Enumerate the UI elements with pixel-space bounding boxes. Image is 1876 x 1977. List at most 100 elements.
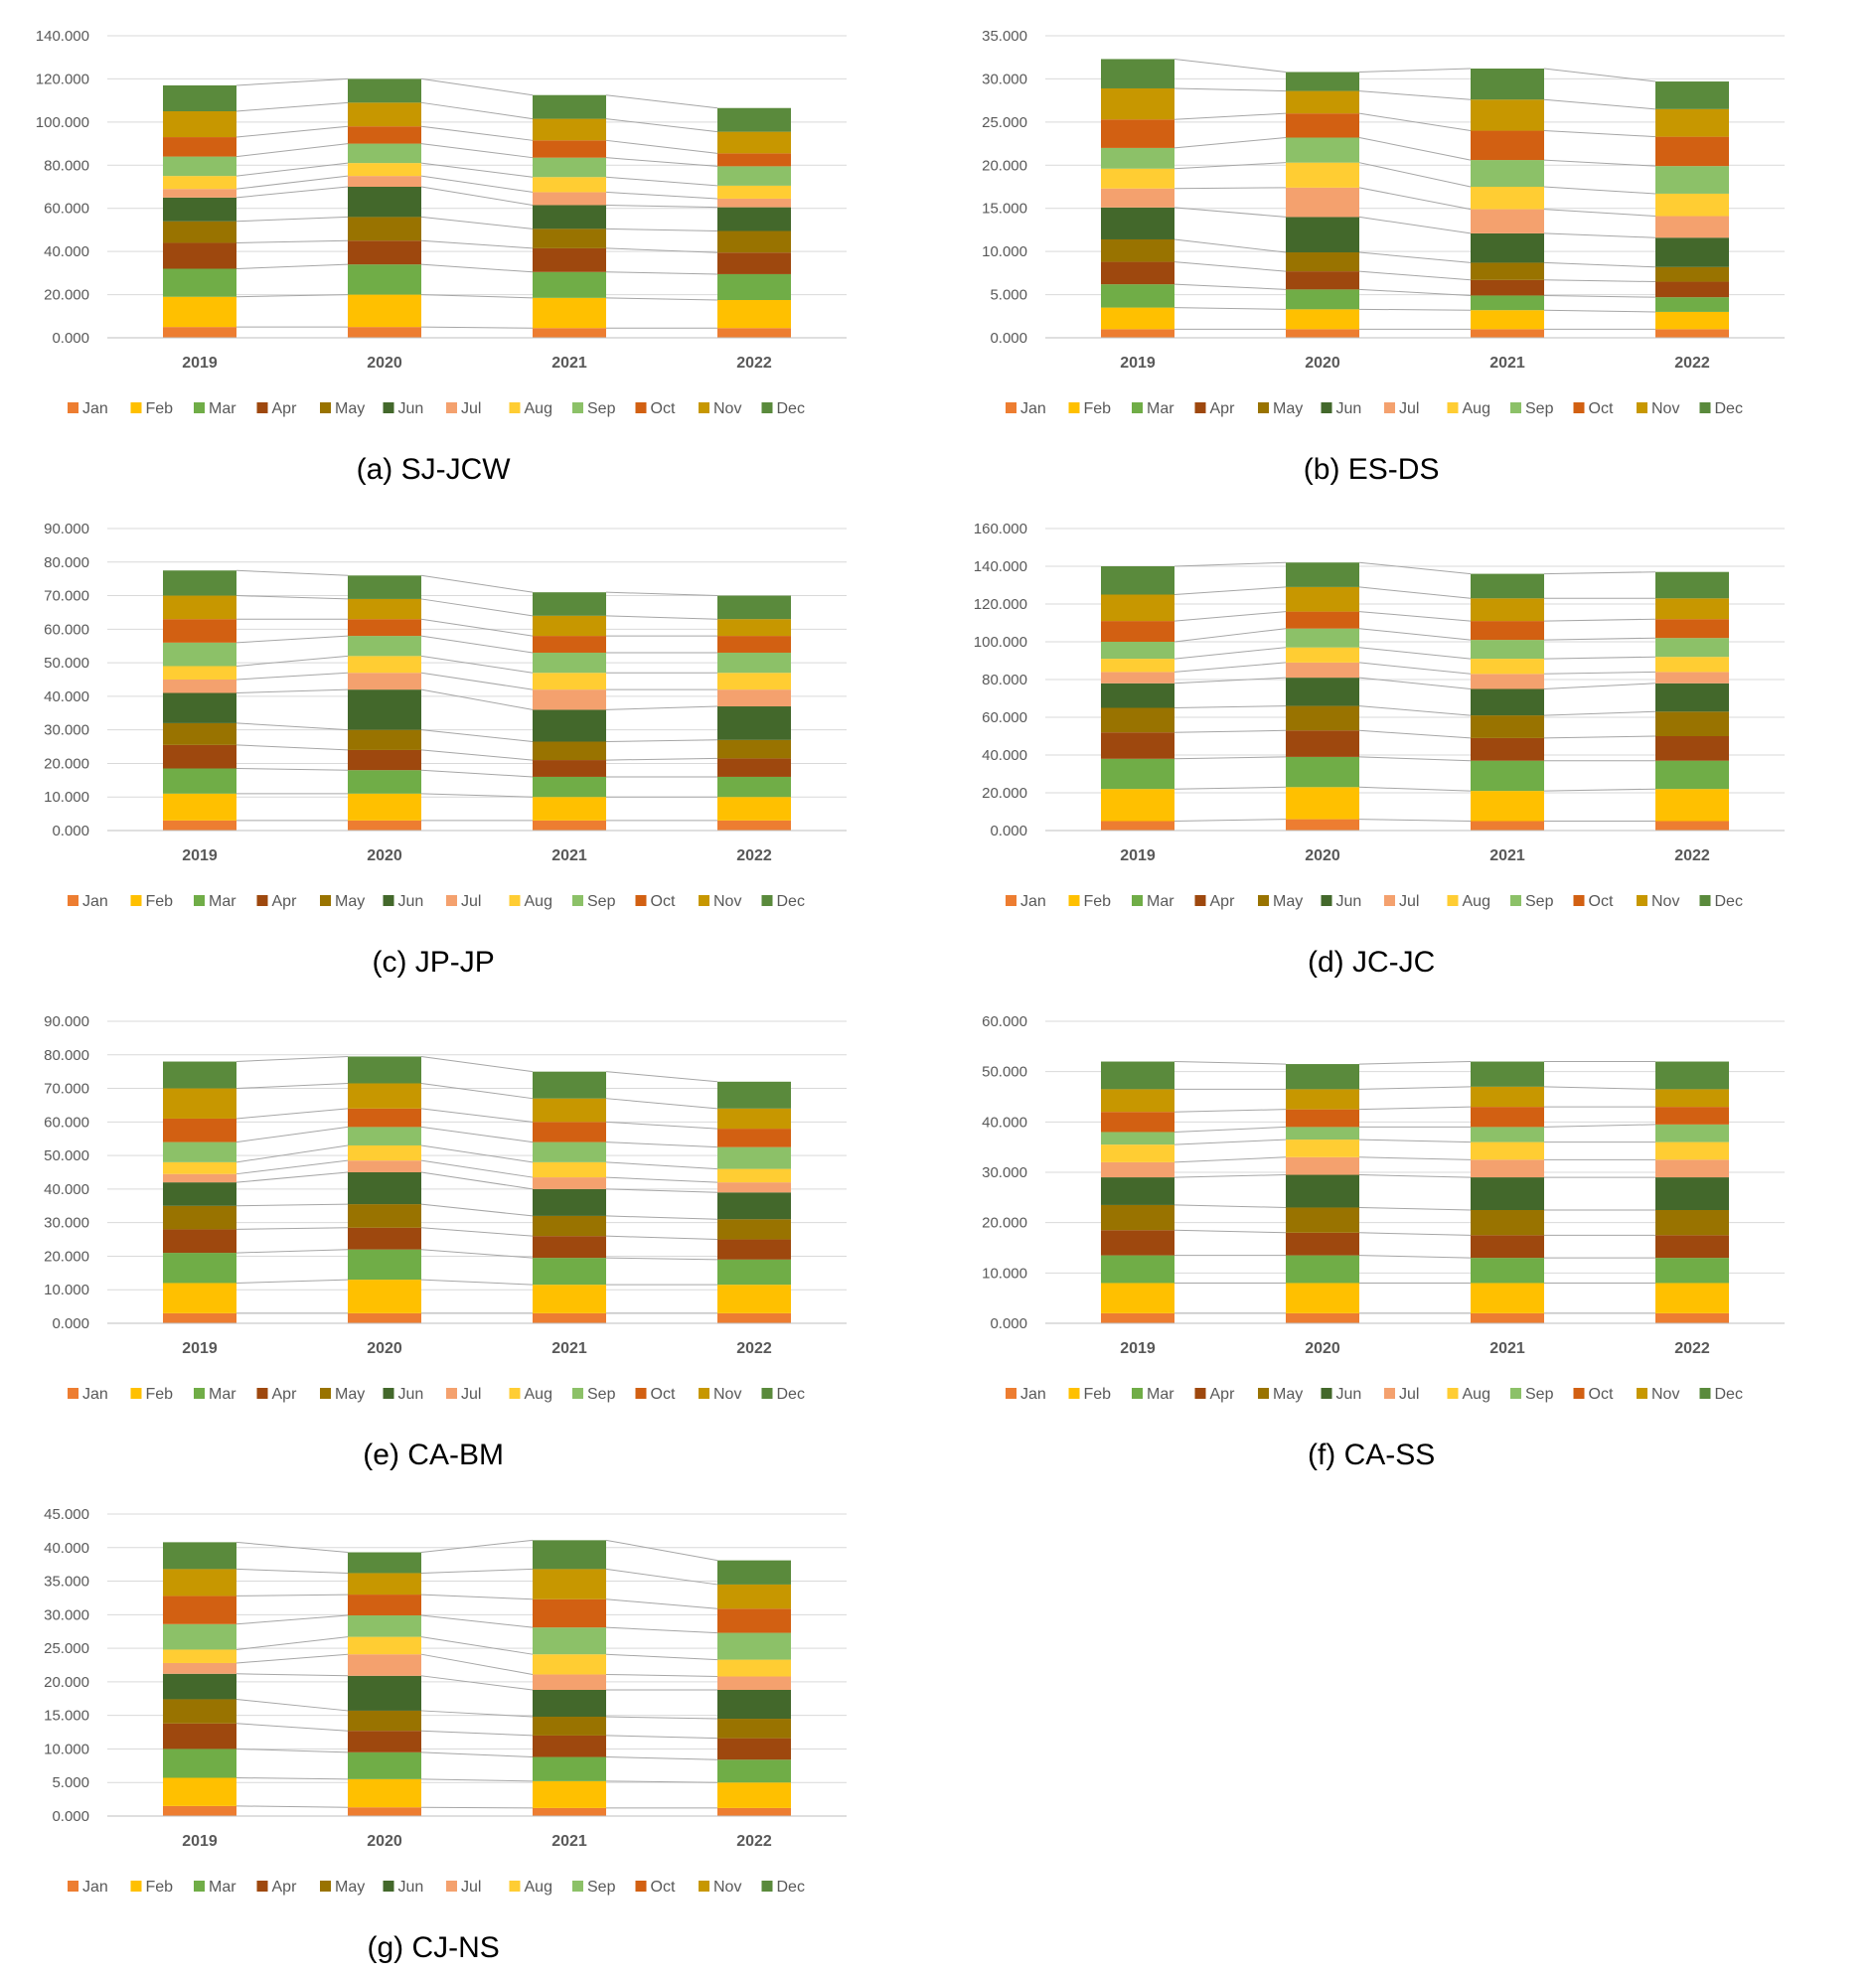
bar-segment-feb bbox=[1471, 310, 1544, 330]
series-connector-line bbox=[235, 655, 349, 667]
bar-segment-apr bbox=[1101, 1230, 1174, 1256]
legend-label: May bbox=[1273, 893, 1303, 910]
series-connector-line bbox=[420, 294, 534, 299]
bar-segment-sep bbox=[1471, 640, 1544, 660]
series-connector-line bbox=[1358, 756, 1472, 762]
series-connector-line bbox=[605, 204, 718, 209]
legend-label: Dec bbox=[1715, 400, 1743, 417]
series-connector-line bbox=[1358, 1232, 1472, 1236]
legend-swatch bbox=[1132, 402, 1143, 413]
series-connector-line bbox=[1543, 571, 1656, 575]
y-tick-label: 100.000 bbox=[974, 634, 1027, 651]
legend-label: Mar bbox=[1147, 400, 1174, 417]
legend-label: Jun bbox=[398, 1386, 424, 1403]
bar-segment-jul bbox=[1286, 187, 1359, 218]
legend-swatch bbox=[1321, 1388, 1332, 1399]
bar-segment-nov bbox=[1286, 90, 1359, 114]
bar-segment-sep bbox=[1471, 1127, 1544, 1142]
series-connector-line bbox=[1543, 68, 1656, 82]
series-connector-line bbox=[420, 326, 534, 329]
bar-segment-dec bbox=[1101, 59, 1174, 88]
series-connector-line bbox=[420, 1594, 534, 1600]
bar-segment-sep bbox=[717, 1146, 791, 1169]
series-connector-line bbox=[1358, 705, 1472, 716]
x-tick-label: 2021 bbox=[551, 355, 587, 372]
legend-label: Jun bbox=[1336, 893, 1362, 910]
bar-segment-sep bbox=[533, 1627, 606, 1655]
legend-label: Oct bbox=[1589, 893, 1614, 910]
bar-segment-feb bbox=[163, 1777, 236, 1806]
legend-swatch bbox=[509, 1388, 521, 1399]
y-tick-label: 60.000 bbox=[44, 621, 89, 638]
x-tick-label: 2020 bbox=[1305, 847, 1340, 864]
series-connector-line bbox=[420, 598, 534, 617]
series-connector-line bbox=[1173, 1139, 1287, 1145]
series-connector-line bbox=[235, 175, 349, 190]
bar-segment-oct bbox=[533, 140, 606, 158]
legend-label: Sep bbox=[1525, 400, 1554, 417]
series-connector-line bbox=[1543, 232, 1656, 238]
series-connector-line bbox=[235, 1126, 349, 1143]
series-connector-line bbox=[1173, 283, 1287, 290]
bar-segment-may bbox=[1655, 266, 1729, 282]
bar-segment-apr bbox=[1471, 279, 1544, 296]
bar-segment-dec bbox=[163, 570, 236, 596]
series-connector-line bbox=[605, 1735, 718, 1740]
series-connector-line bbox=[605, 176, 718, 187]
series-connector-line bbox=[420, 239, 534, 249]
y-tick-label: 20.000 bbox=[982, 785, 1027, 802]
y-tick-label: 60.000 bbox=[44, 1114, 89, 1131]
series-connector-line bbox=[420, 1568, 534, 1574]
series-connector-line bbox=[1173, 207, 1287, 218]
series-connector-line bbox=[1358, 729, 1472, 739]
y-tick-label: 140.000 bbox=[36, 28, 89, 45]
bar-segment-apr bbox=[717, 1738, 791, 1760]
bar-segment-sep bbox=[348, 636, 421, 657]
y-tick-label: 80.000 bbox=[44, 1047, 89, 1064]
stacked-bar-chart: 0.000 20.000 40.000 60.000 80.000 100.000 120.… bbox=[36, 28, 847, 486]
series-connector-line bbox=[420, 1778, 534, 1782]
bar-segment-jul bbox=[348, 673, 421, 690]
bar-segment-oct bbox=[717, 636, 791, 653]
legend-label: Aug bbox=[525, 1879, 552, 1896]
legend-swatch bbox=[194, 1388, 205, 1399]
bar-segment-may bbox=[1101, 1204, 1174, 1231]
bar-segment-apr bbox=[1655, 281, 1729, 298]
bar-segment-apr bbox=[533, 1236, 606, 1259]
series-connector-line bbox=[420, 1227, 534, 1237]
series-connector-line bbox=[235, 1698, 349, 1712]
bar-segment-feb bbox=[348, 1778, 421, 1808]
series-connector-line bbox=[235, 1108, 349, 1120]
bar-segment-nov bbox=[717, 1584, 791, 1609]
bar-segment-feb bbox=[1286, 309, 1359, 330]
legend-label: Jun bbox=[398, 400, 424, 417]
legend-swatch bbox=[1194, 1388, 1206, 1399]
bar-segment-feb bbox=[1286, 1283, 1359, 1313]
series-connector-line bbox=[420, 1144, 534, 1163]
series-connector-line bbox=[235, 1203, 349, 1207]
series-connector-line bbox=[235, 1159, 349, 1175]
series-connector-line bbox=[420, 1636, 534, 1655]
series-connector-line bbox=[420, 1249, 534, 1259]
series-connector-line bbox=[605, 1756, 718, 1760]
bar-segment-feb bbox=[717, 300, 791, 329]
legend-swatch bbox=[194, 1881, 205, 1892]
bar-segment-oct bbox=[348, 619, 421, 637]
series-connector-line bbox=[420, 655, 534, 674]
legend-swatch bbox=[635, 1881, 647, 1892]
bar-segment-apr bbox=[1655, 736, 1729, 761]
legend-label: Dec bbox=[777, 893, 805, 910]
y-tick-label: 40.000 bbox=[44, 243, 89, 260]
x-tick-label: 2020 bbox=[1305, 1340, 1340, 1357]
bar-segment-sep bbox=[1101, 147, 1174, 169]
bar-segment-aug bbox=[348, 163, 421, 177]
bar-segment-apr bbox=[533, 1735, 606, 1757]
bar-segment-jun bbox=[1101, 683, 1174, 708]
legend-label: May bbox=[1273, 400, 1303, 417]
bar-segment-aug bbox=[1286, 162, 1359, 188]
x-tick-label: 2019 bbox=[182, 1340, 218, 1357]
bar-segment-nov bbox=[533, 118, 606, 141]
y-tick-label: 40.000 bbox=[44, 1540, 89, 1557]
bar-segment-oct bbox=[1471, 130, 1544, 161]
legend-label: May bbox=[335, 400, 365, 417]
